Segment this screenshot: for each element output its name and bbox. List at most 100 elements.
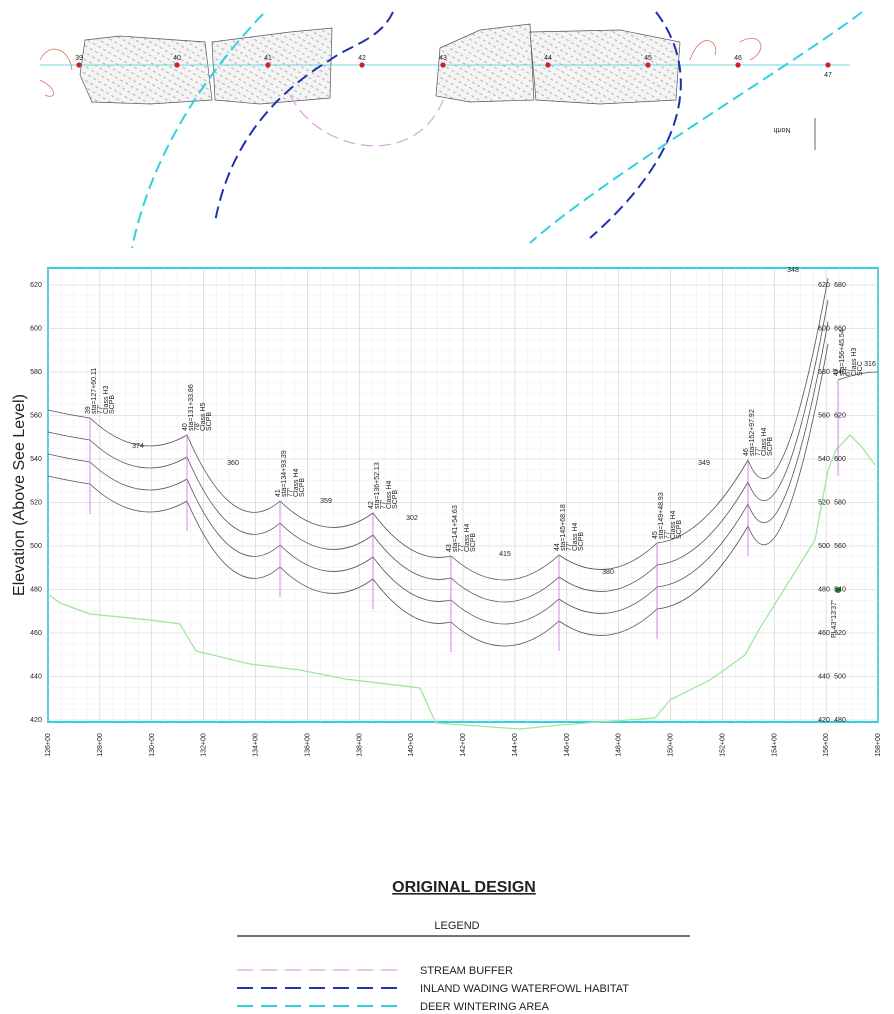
structure-label: sta=156+45.54 bbox=[839, 329, 846, 376]
station-label: 148+00 bbox=[616, 733, 623, 757]
structure-number: 46 bbox=[734, 55, 742, 62]
elevation-label: 580 bbox=[834, 500, 846, 507]
elevation-label: 680 bbox=[834, 282, 846, 289]
span-length: 415 bbox=[499, 551, 511, 558]
station-label: 144+00 bbox=[512, 733, 519, 757]
structure-label: SCC bbox=[857, 361, 864, 376]
deer-area bbox=[529, 11, 863, 244]
legend-item: INLAND WADING WATERFOWL HABITAT bbox=[420, 983, 629, 995]
elevation-label: 460 bbox=[30, 630, 42, 637]
elevation-label: 600 bbox=[834, 456, 846, 463]
y-axis-title: Elevation (Above See Level) bbox=[11, 394, 28, 596]
structure-label: sta=152+97.92 bbox=[749, 409, 756, 456]
elevation-label: 620 bbox=[818, 282, 830, 289]
elevation-label: 660 bbox=[834, 326, 846, 333]
elevation-label: 460 bbox=[818, 630, 830, 637]
stream-buffer bbox=[289, 94, 446, 147]
span-length: 374 bbox=[132, 443, 144, 450]
span-length: 359 bbox=[320, 498, 332, 505]
elevation-label: 480 bbox=[834, 717, 846, 724]
structure-number: 39 bbox=[75, 55, 83, 62]
station-label: 138+00 bbox=[356, 733, 363, 757]
structure-label: 40 bbox=[182, 423, 189, 431]
span-length: 302 bbox=[406, 515, 418, 522]
elevation-label: 580 bbox=[818, 369, 830, 376]
pi-label: PI 43°13'37" bbox=[830, 599, 838, 638]
station-label: 132+00 bbox=[201, 733, 208, 757]
station-label: 142+00 bbox=[460, 733, 467, 757]
waterfowl bbox=[589, 11, 682, 239]
station-label: 154+00 bbox=[771, 733, 778, 757]
structure-label: 77' bbox=[458, 543, 465, 552]
elevation-label: 520 bbox=[834, 630, 846, 637]
structure-label: SCPB bbox=[299, 478, 306, 497]
structure-number: 47 bbox=[824, 72, 832, 79]
structure-label: SCPB bbox=[470, 533, 477, 552]
structure-label: SCPB bbox=[676, 520, 683, 539]
structure-label: 77' bbox=[97, 405, 104, 414]
structure-label: sta=134+93.39 bbox=[281, 450, 288, 497]
structure-number: 40 bbox=[173, 55, 181, 62]
structure-label: sta=149+48.93 bbox=[658, 492, 665, 539]
station-label: 158+00 bbox=[875, 733, 882, 757]
waterfowl bbox=[214, 11, 394, 223]
structure-label: SCPB bbox=[578, 532, 585, 551]
structure-label: Class H4 bbox=[572, 522, 579, 551]
structure-label: 44 bbox=[554, 543, 561, 551]
title: ORIGINAL DESIGN bbox=[392, 879, 536, 896]
wetland bbox=[529, 29, 681, 105]
structure-number: 45 bbox=[644, 55, 652, 62]
station-label: 152+00 bbox=[719, 733, 726, 757]
elevation-label: 560 bbox=[30, 413, 42, 420]
station-label: 136+00 bbox=[304, 733, 311, 757]
grid bbox=[47, 268, 879, 722]
structure-dot bbox=[825, 62, 831, 68]
boundary bbox=[39, 37, 762, 97]
pi-point bbox=[835, 587, 841, 593]
structure-label: 77' bbox=[566, 542, 573, 551]
structure-label: 67' bbox=[845, 367, 852, 376]
legend-title: LEGEND bbox=[434, 920, 479, 932]
span-length: 380 bbox=[602, 569, 614, 576]
elevation-label: 620 bbox=[834, 413, 846, 420]
wetland bbox=[435, 23, 535, 103]
structure-label: sta=141+54.63 bbox=[452, 505, 459, 552]
structure-dot bbox=[174, 62, 180, 68]
elevation-label: 500 bbox=[834, 674, 846, 681]
structure-label: sta=145+68.18 bbox=[560, 504, 567, 551]
wetland bbox=[79, 35, 213, 105]
structure-dot bbox=[76, 62, 82, 68]
structure-label: 77' bbox=[380, 500, 387, 509]
structure-label: 42 bbox=[368, 501, 375, 509]
elevation-label: 420 bbox=[818, 717, 830, 724]
structure-label: 46 bbox=[743, 448, 750, 456]
structure-label: Class H4 bbox=[386, 480, 393, 509]
structure-label: sta=136+52.13 bbox=[374, 462, 381, 509]
elevation-label: 480 bbox=[818, 587, 830, 594]
station-label: 140+00 bbox=[408, 733, 415, 757]
structure-label: Class H4 bbox=[761, 427, 768, 456]
span-length: 349 bbox=[698, 460, 710, 467]
structure-dot bbox=[545, 62, 551, 68]
elevation-label: 440 bbox=[818, 674, 830, 681]
elevation-label: 540 bbox=[834, 587, 846, 594]
elevation-label: 520 bbox=[30, 500, 42, 507]
ground-profile bbox=[47, 434, 876, 730]
elevation-label: 500 bbox=[818, 543, 830, 550]
structure-label: Class H3 bbox=[103, 385, 110, 414]
elevation-label: 560 bbox=[834, 543, 846, 550]
structure-label: 41 bbox=[275, 489, 282, 497]
structure-number: 44 bbox=[544, 55, 552, 62]
structure-label: sta=127+60.11 bbox=[91, 368, 98, 414]
station-label: 128+00 bbox=[97, 733, 104, 757]
structure-label: Class H4 bbox=[464, 523, 471, 552]
wetland bbox=[211, 27, 333, 105]
structure-dot bbox=[440, 62, 446, 68]
structure-label: Class H3 bbox=[851, 347, 858, 376]
wires bbox=[47, 277, 879, 652]
structure-label: 43 bbox=[446, 544, 453, 552]
structure-label: SCPB bbox=[392, 490, 399, 509]
elevation-label: 440 bbox=[30, 674, 42, 681]
structure-label: SCPB bbox=[109, 395, 116, 414]
structure-label: 77' bbox=[664, 530, 671, 539]
